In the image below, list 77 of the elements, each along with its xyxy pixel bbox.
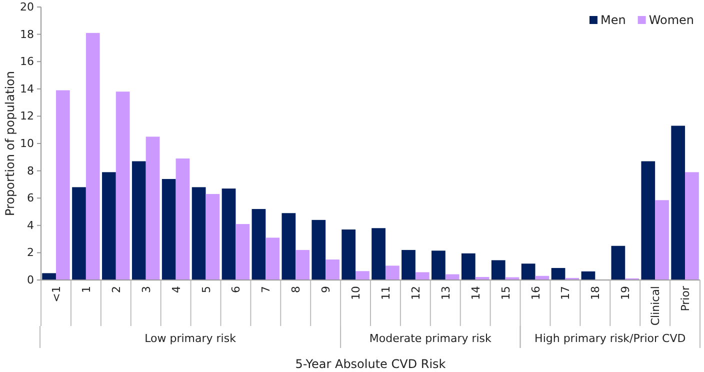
bar [116,92,130,280]
y-tick-label: 20 [20,0,34,14]
bar [266,238,280,280]
bar [611,246,626,280]
bar [356,271,370,280]
x-tick-label: 8 [290,286,303,293]
bar [146,136,160,280]
x-tick-label: 13 [439,286,452,300]
x-tick-label: <1 [50,286,63,302]
bar [342,229,356,280]
bar [685,172,699,280]
bar [461,253,476,280]
x-tick-label: 6 [230,286,243,293]
bar [86,32,100,280]
x-tick-label: 11 [379,286,392,300]
x-tick-label: 19 [619,286,632,300]
y-tick-label: 18 [20,28,34,41]
bar [72,187,86,280]
bar [222,188,236,280]
y-tick-label: 2 [27,246,34,260]
text: High primary risk/Prior CVD [534,332,686,345]
x-tick-label: 14 [469,286,482,300]
y-tick-label: 10 [20,137,34,150]
bar [42,273,56,280]
text: Moderate primary risk [369,332,492,345]
y-tick-label: 4 [27,218,34,232]
bar [296,250,310,280]
legend-label: Men [600,13,626,27]
bar [641,161,656,280]
bar [282,213,296,280]
x-tick-label: 10 [350,286,363,300]
bar [236,224,250,280]
legend-label: Women [648,13,694,27]
y-tick-label: 6 [27,192,34,205]
bar [432,250,446,280]
x-tick-label: Clinical [649,286,662,326]
x-tick-label: 2 [110,286,123,293]
bar [102,172,116,280]
bar [491,260,506,280]
bar [402,250,416,280]
y-tick-label: 14 [20,82,34,96]
bar [192,187,206,280]
x-tick-label: 18 [589,286,602,300]
y-tick-label: 0 [27,274,34,287]
x-tick-label: 15 [499,286,512,300]
bar [551,268,566,280]
bar [132,161,146,280]
bar [415,272,430,280]
x-tick-label: Prior [679,286,692,312]
y-tick-label: 8 [27,164,34,178]
x-tick-label: 16 [529,286,542,300]
bar [671,126,686,280]
x-tick-label: 1 [80,286,93,293]
bar [252,209,266,280]
x-tick-label: 3 [140,286,153,293]
x-axis-title: 5-Year Absolute CVD Risk [295,357,446,371]
bar [655,200,669,280]
bar [372,228,386,280]
y-axis-title: Proportion of population [3,71,17,216]
y-tick-label: 16 [20,55,34,68]
x-tick-label: 9 [320,286,333,293]
x-tick-label: 12 [409,286,422,300]
bar [521,264,536,280]
bar [312,220,326,280]
y-tick-label: 12 [20,110,34,123]
bar [581,271,596,280]
bar [326,260,340,280]
bar [162,178,176,280]
bar [56,90,70,280]
x-tick-label: 5 [200,286,213,293]
x-tick-label: 17 [559,286,572,300]
bar [206,194,220,280]
x-tick-label: 7 [260,286,273,293]
x-tick-label: 4 [170,286,183,293]
bar [385,266,400,280]
bar [176,158,190,280]
text: Low primary risk [144,332,237,345]
